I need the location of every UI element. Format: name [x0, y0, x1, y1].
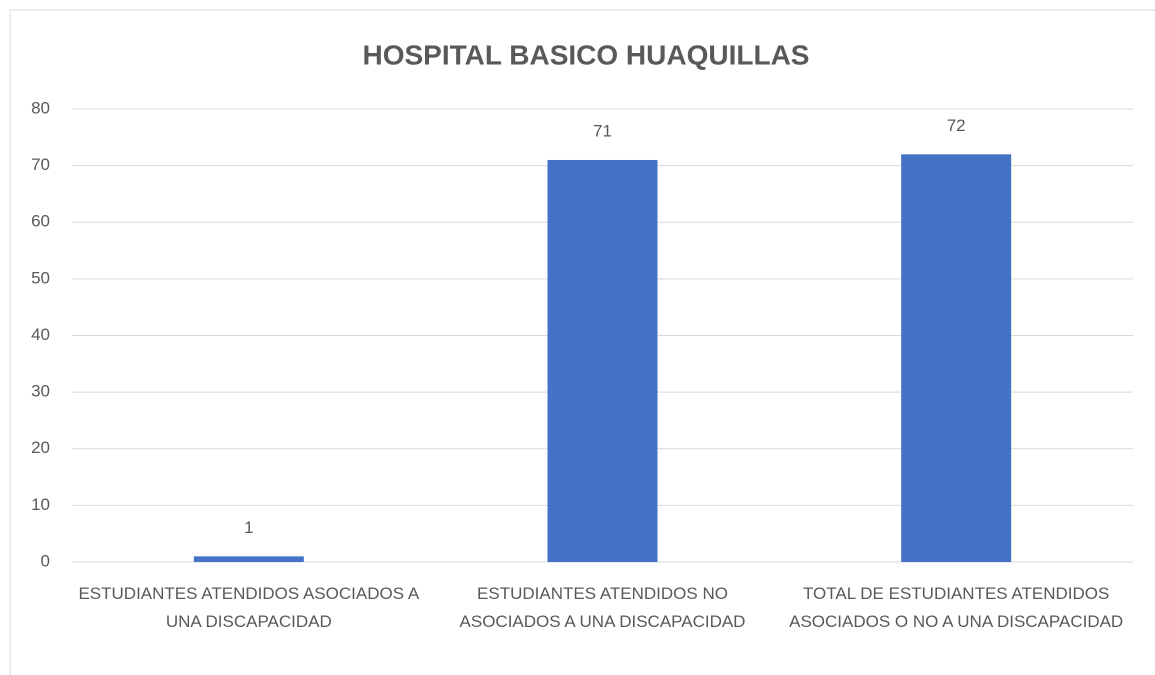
data-label: 72 [947, 116, 966, 135]
y-tick-label: 10 [31, 495, 50, 514]
x-tick-label: TOTAL DE ESTUDIANTES ATENDIDOS ASOCIADOS … [789, 584, 1123, 631]
y-tick-label: 20 [31, 438, 50, 457]
y-tick-label: 80 [31, 98, 50, 117]
y-tick-label: 30 [31, 382, 50, 401]
bar [547, 159, 658, 562]
chart-border [9, 9, 1155, 675]
bar [901, 154, 1012, 563]
y-tick-label: 60 [31, 212, 50, 231]
data-label: 71 [593, 121, 612, 140]
y-tick-label: 0 [41, 551, 50, 570]
chart-title: HOSPITAL BASICO HUAQUILLAS [363, 39, 810, 70]
y-tick-label: 70 [31, 155, 50, 174]
x-tick-label: ESTUDIANTES ATENDIDOS NO ASOCIADOS A UNA … [460, 584, 746, 631]
bar [193, 556, 304, 562]
y-tick-label: 50 [31, 268, 50, 287]
x-tick-label: ESTUDIANTES ATENDIDOS ASOCIADOS A UNA DIS… [78, 584, 419, 631]
y-tick-label: 40 [31, 325, 50, 344]
data-label: 1 [244, 518, 253, 537]
